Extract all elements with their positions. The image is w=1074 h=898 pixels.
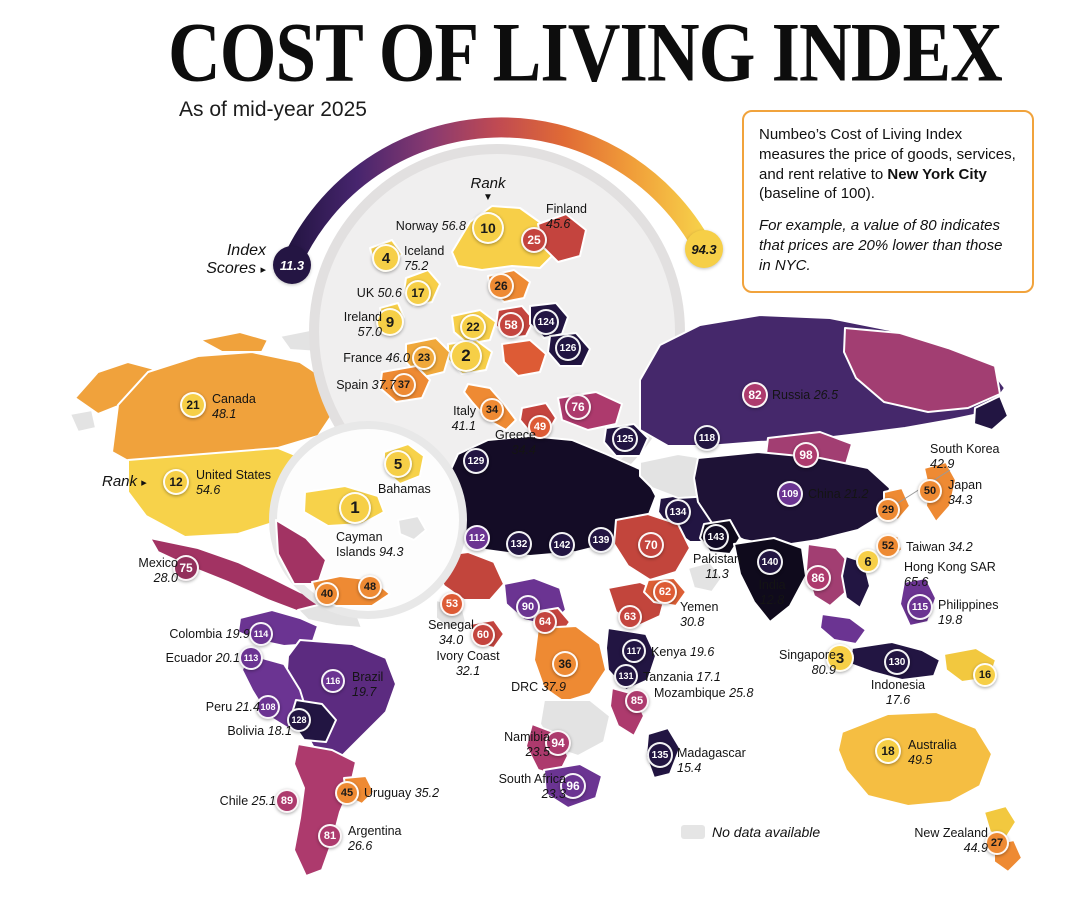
- min-score-bubble: 11.3: [273, 246, 311, 284]
- info-intro-bold: New York City: [887, 165, 987, 183]
- rank-pointer-us: Rank ▸: [102, 473, 147, 490]
- info-intro-pre: Numbeo’s Cost of Living Index measures t…: [759, 126, 1016, 183]
- right-arrow-icon: ▸: [141, 477, 147, 489]
- index-scores-line1: Index: [226, 242, 266, 259]
- right-arrow-icon: ▸: [260, 264, 266, 277]
- info-intro: Numbeo’s Cost of Living Index measures t…: [759, 125, 1017, 204]
- rank-pointer-us-label: Rank: [102, 473, 138, 490]
- down-arrow-icon: ▼: [483, 192, 493, 203]
- max-score-bubble: 94.3: [685, 230, 723, 268]
- continent-oceania: [837, 711, 1023, 873]
- caribbean-zoom-circle: [269, 421, 467, 619]
- subtitle: As of mid-year 2025: [179, 98, 367, 121]
- rank-pointer-norway-label: Rank: [470, 175, 506, 192]
- info-example: For example, a value of 80 indicates tha…: [759, 217, 1003, 274]
- info-box: Numbeo’s Cost of Living Index measures t…: [742, 110, 1034, 293]
- continent-south-america: [237, 601, 397, 877]
- index-scores-line2: Scores: [206, 260, 257, 278]
- no-data-label: No data available: [712, 824, 821, 840]
- info-intro-post: (baseline of 100).: [759, 185, 875, 203]
- index-scores-label: Index Scores ▸: [178, 242, 266, 279]
- rank-pointer-norway: Rank ▼: [460, 175, 516, 203]
- page-title: COST OF LIVING INDEX: [168, 5, 1003, 100]
- no-data-swatch: [681, 825, 705, 839]
- no-data-legend: No data available: [681, 824, 820, 840]
- color-scale-arc: [281, 117, 714, 274]
- continent-africa: [435, 435, 681, 809]
